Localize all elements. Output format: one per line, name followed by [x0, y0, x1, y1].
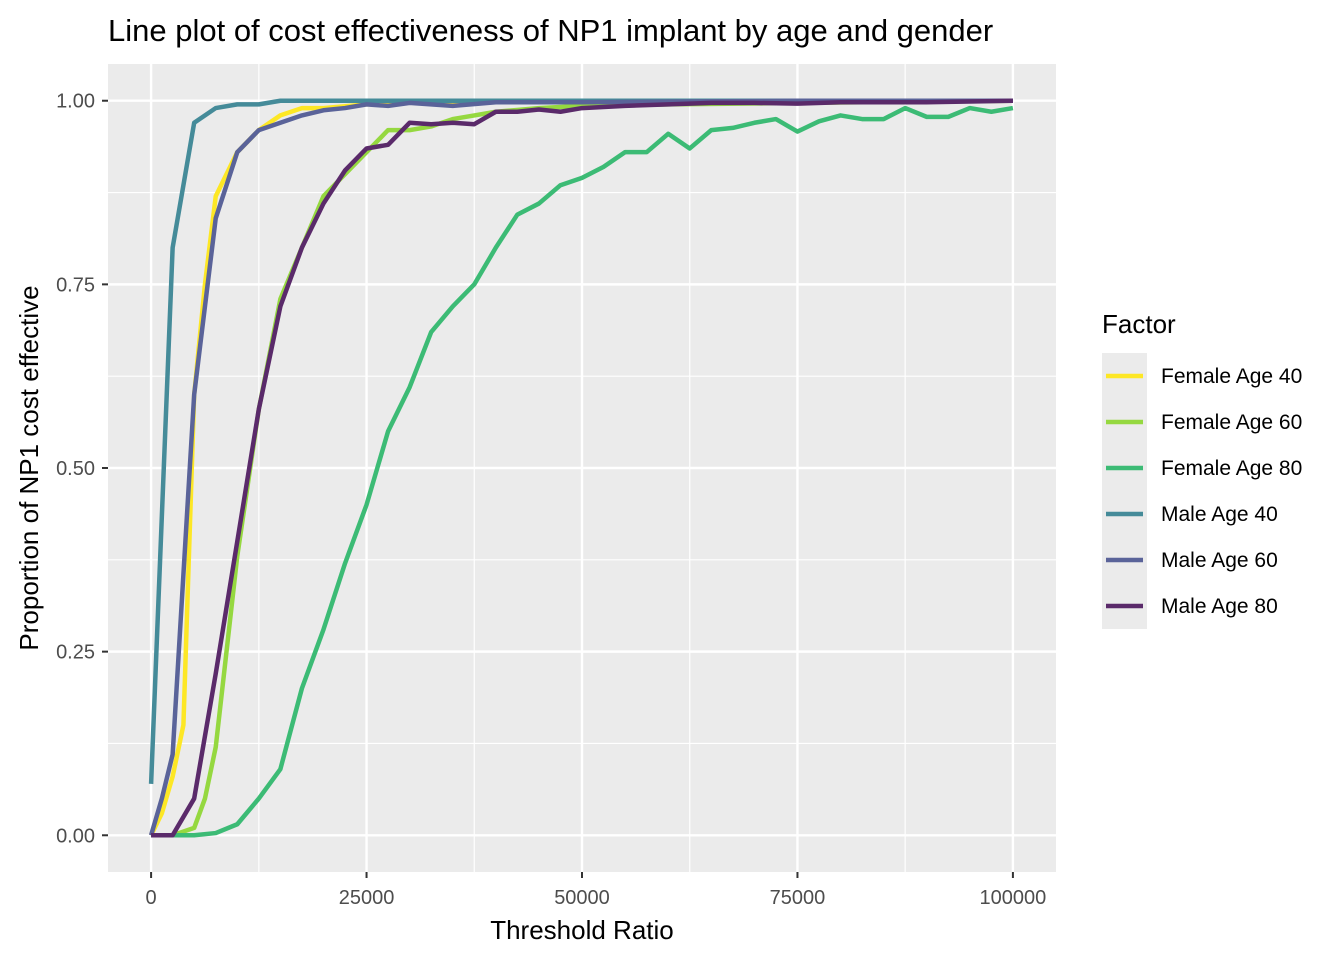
- y-tick-label: 0.00: [56, 825, 95, 847]
- x-tick-label: 50000: [554, 887, 610, 909]
- legend-label: Female Age 80: [1161, 457, 1302, 480]
- y-tick-label: 0.50: [56, 458, 95, 480]
- y-tick-label: 1.00: [56, 91, 95, 113]
- chart-title: Line plot of cost effectiveness of NP1 i…: [108, 13, 993, 48]
- y-axis: 0.00 0.25 0.50 0.75 1.00: [56, 91, 108, 847]
- x-axis-title: Threshold Ratio: [490, 915, 674, 945]
- x-tick-label: 0: [146, 887, 157, 909]
- legend-label: Female Age 60: [1161, 411, 1302, 434]
- series-line-2: [151, 98, 1013, 838]
- legend-title: Factor: [1102, 309, 1176, 339]
- y-tick-label: 0.25: [56, 642, 95, 664]
- y-axis-title: Proportion of NP1 cost effective: [14, 285, 44, 650]
- legend-label: Male Age 40: [1161, 503, 1278, 526]
- series-lines: [148, 98, 1014, 838]
- series-line-3: [151, 105, 1014, 838]
- series-line-5: [148, 98, 1013, 836]
- x-tick-label: 100000: [980, 887, 1047, 909]
- x-axis: 0 25000 50000 75000 100000: [146, 872, 1047, 909]
- legend-items: Female Age 40 Female Age 60 Female Age 80 M…: [1102, 353, 1302, 629]
- legend-label: Female Age 40: [1161, 365, 1302, 388]
- x-tick-label: 75000: [770, 887, 826, 909]
- x-tick-label: 25000: [339, 887, 395, 909]
- y-tick-label: 0.75: [56, 274, 95, 296]
- legend-label: Male Age 80: [1161, 595, 1278, 618]
- legend-label: Male Age 60: [1161, 549, 1278, 572]
- series-line-6: [151, 98, 1013, 838]
